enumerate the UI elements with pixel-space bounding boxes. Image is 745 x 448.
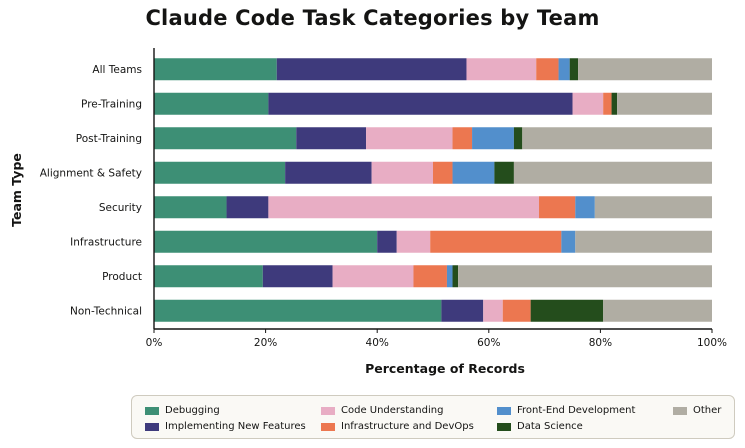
legend: Debugging Code Understanding Front-End Dev… (131, 395, 735, 439)
legend-label: Implementing New Features (165, 421, 306, 432)
y-axis-title: Team Type (9, 153, 24, 227)
x-tick-label: 100% (697, 337, 727, 349)
legend-label: Debugging (165, 405, 220, 416)
bar-segment (268, 196, 540, 219)
legend-label: Code Understanding (341, 405, 444, 416)
bar-segment (154, 92, 269, 115)
y-tick-label: Non-Technical (70, 305, 142, 317)
bar-segment (452, 127, 473, 150)
legend-label: Other (693, 405, 722, 416)
bar-segment (561, 230, 576, 253)
x-axis-title: Percentage of Records (365, 361, 525, 376)
bar-segment (226, 196, 269, 219)
bar-segment (296, 127, 367, 150)
legend-swatch (145, 422, 159, 431)
bar-segment (154, 127, 297, 150)
bar-segment (276, 58, 467, 81)
bar-segment (572, 92, 604, 115)
bar-segment (569, 58, 579, 81)
y-tick-label: Product (102, 271, 142, 283)
bar-segment (502, 299, 531, 322)
x-tick-label: 0% (146, 337, 163, 349)
bar-segment (396, 230, 431, 253)
bar-segment (530, 299, 604, 322)
bar-segment (513, 161, 712, 184)
bar-segment (268, 92, 573, 115)
bar-segment (452, 265, 459, 288)
bar-segment (433, 161, 453, 184)
y-tick-label: Pre-Training (81, 98, 142, 110)
legend-swatch (497, 422, 511, 431)
bar-segment (617, 92, 712, 115)
chart-title: Claude Code Task Categories by Team (145, 6, 600, 30)
y-tick-label: Alignment & Safety (40, 167, 142, 179)
bar-segment (536, 58, 559, 81)
bar-segment (446, 265, 453, 288)
bar-segment (558, 58, 570, 81)
y-tick-label: Security (99, 202, 142, 214)
bar-segment (285, 161, 372, 184)
bar-segment (494, 161, 514, 184)
y-tick-label: Post-Training (76, 133, 142, 145)
bar-segment (441, 299, 484, 322)
plot-area: All Teams Pre-Training Post-Training Alignm… (9, 48, 727, 376)
bar-segment (377, 230, 397, 253)
y-tick-label: All Teams (92, 64, 142, 76)
legend-label: Data Science (517, 421, 583, 432)
bar-segment (603, 92, 612, 115)
bar-segment (262, 265, 333, 288)
bar-segment (594, 196, 712, 219)
bar-segment (154, 58, 277, 81)
bar-segment (452, 161, 495, 184)
legend-swatch (321, 422, 335, 431)
legend-label: Infrastructure and DevOps (341, 421, 474, 432)
legend-item: Code Understanding (321, 405, 443, 416)
bar-segment (611, 92, 618, 115)
legend-item: Implementing New Features (145, 421, 306, 432)
bar-segment (458, 265, 712, 288)
bar-segment (430, 230, 562, 253)
x-tick-label: 20% (254, 337, 277, 349)
bar-segment (483, 299, 503, 322)
legend-item: Data Science (497, 421, 583, 432)
bar-segment (472, 127, 514, 150)
bar-segment (578, 58, 712, 81)
legend-label: Front-End Development (517, 405, 636, 416)
bar-segment (366, 127, 453, 150)
bar-segment (539, 196, 576, 219)
bar-segment (154, 230, 378, 253)
bar-segment (371, 161, 433, 184)
bar-segment (154, 299, 442, 322)
legend-swatch (673, 406, 687, 415)
bar-segment (575, 196, 595, 219)
bar-segment (413, 265, 447, 288)
bar-segment (603, 299, 712, 322)
bar-segment (466, 58, 537, 81)
legend-item: Front-End Development (497, 405, 635, 416)
x-tick-label: 40% (366, 337, 389, 349)
bar-segment (332, 265, 414, 288)
legend-swatch (497, 406, 511, 415)
bar-segment (154, 161, 286, 184)
bar-segment (154, 196, 227, 219)
legend-item: Infrastructure and DevOps (321, 421, 474, 432)
x-tick-label: 60% (477, 337, 500, 349)
legend-item: Debugging (145, 405, 220, 416)
bar-segment (513, 127, 523, 150)
bar-segment (522, 127, 712, 150)
bar-segment (154, 265, 263, 288)
legend-swatch (145, 406, 159, 415)
legend-item: Other (673, 405, 721, 416)
bar-segment (575, 230, 712, 253)
y-tick-label: Infrastructure (70, 236, 142, 248)
x-tick-label: 80% (589, 337, 612, 349)
legend-swatch (321, 406, 335, 415)
